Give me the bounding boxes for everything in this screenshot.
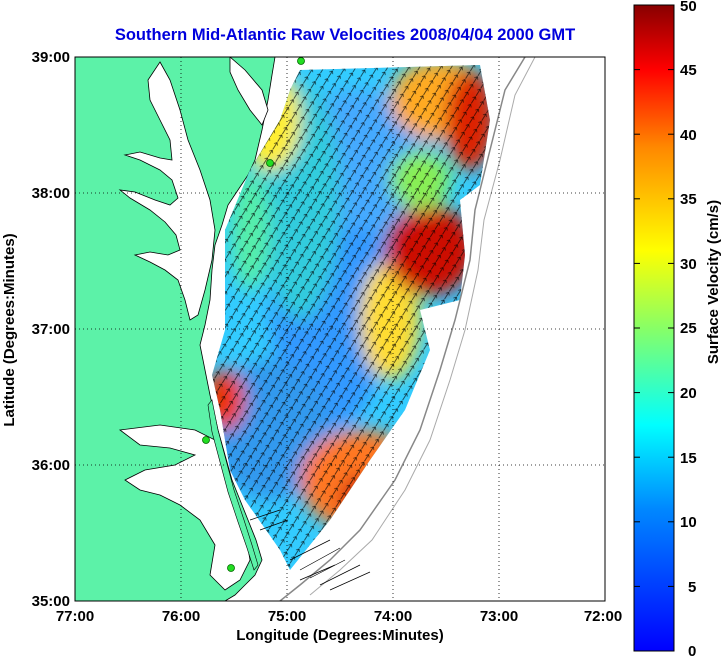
outer-banks — [207, 399, 259, 571]
x-tick-label: 74:00 — [374, 608, 412, 625]
station-marker — [227, 564, 235, 572]
x-tick-label: 77:00 — [56, 608, 94, 625]
station-marker — [266, 159, 274, 167]
colorbar-tick-label: 45 — [680, 62, 697, 79]
x-axis-label: Longitude (Degrees:Minutes) — [236, 627, 444, 644]
colorbar-tick-label: 30 — [680, 256, 697, 273]
bathymetry-contour-2 — [309, 57, 536, 596]
gridlines — [75, 57, 605, 601]
colorbar-tick-label: 40 — [680, 127, 697, 144]
y-tick-label: 39:00 — [32, 49, 70, 66]
y-tick-label: 36:00 — [32, 457, 70, 474]
colorbar-tick-label: 5 — [688, 579, 696, 596]
colorbar-tick-label: 25 — [680, 320, 697, 337]
chart-title: Southern Mid-Atlantic Raw Velocities 200… — [115, 26, 575, 44]
chesapeake-bay — [118, 61, 216, 321]
colorbar-tick-label: 10 — [680, 514, 697, 531]
x-tick-labels: 77:00 76:00 75:00 74:00 73:00 72:00 — [56, 608, 622, 625]
y-tick-label: 38:00 — [32, 185, 70, 202]
station-marker — [297, 57, 305, 65]
colorbar-tick-label: 15 — [680, 450, 697, 467]
colorbar-tick-label: 0 — [688, 643, 696, 659]
y-tick-label: 37:00 — [32, 321, 70, 338]
colorbar-tick-label: 35 — [680, 191, 697, 208]
colorbar-tick-labels: 50 45 40 35 30 25 20 15 10 5 0 — [680, 0, 697, 659]
offshore-vectors — [249, 509, 371, 591]
bathymetry-contour — [279, 57, 526, 601]
x-tick-label: 73:00 — [480, 608, 518, 625]
colorbar-ticks — [634, 4, 674, 587]
y-axis-label: Latitude (Degrees:Minutes) — [1, 233, 18, 426]
x-tick-label: 75:00 — [268, 608, 306, 625]
x-tick-label: 72:00 — [584, 608, 622, 625]
station-marker — [202, 436, 210, 444]
map-layers — [75, 57, 605, 601]
x-tick-label: 76:00 — [162, 608, 200, 625]
colorbar-tick-label: 20 — [680, 385, 697, 402]
colorbar-label: Surface Velocity (cm/s) — [705, 200, 722, 364]
colorbar-tick-label: 50 — [680, 0, 697, 15]
plot-frame — [74, 56, 606, 602]
y-tick-labels: 39:00 38:00 37:00 36:00 35:00 — [32, 49, 70, 610]
delaware-bay — [229, 57, 269, 126]
y-tick-label: 35:00 — [32, 593, 70, 610]
radar-stations — [202, 57, 305, 572]
